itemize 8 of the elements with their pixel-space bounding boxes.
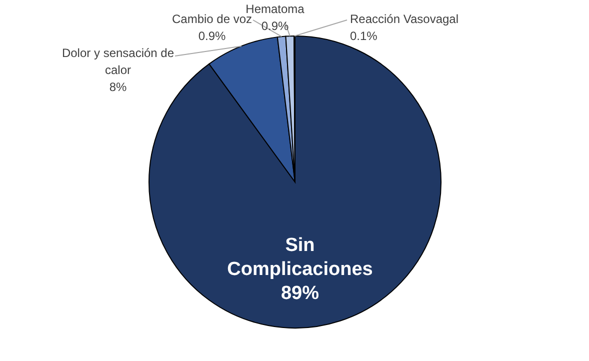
data-label: 0.9% bbox=[261, 19, 289, 33]
data-label: 0.1% bbox=[350, 29, 378, 43]
slice-label: Sin Complicaciones bbox=[227, 235, 373, 280]
data-label: 0.9% bbox=[198, 29, 226, 43]
slice-label: Reacción Vasovagal bbox=[350, 12, 459, 26]
slice-label: Dolor y sensación de calor bbox=[62, 46, 174, 77]
data-label: 89% bbox=[280, 283, 320, 304]
data-label: 8% bbox=[109, 80, 127, 94]
